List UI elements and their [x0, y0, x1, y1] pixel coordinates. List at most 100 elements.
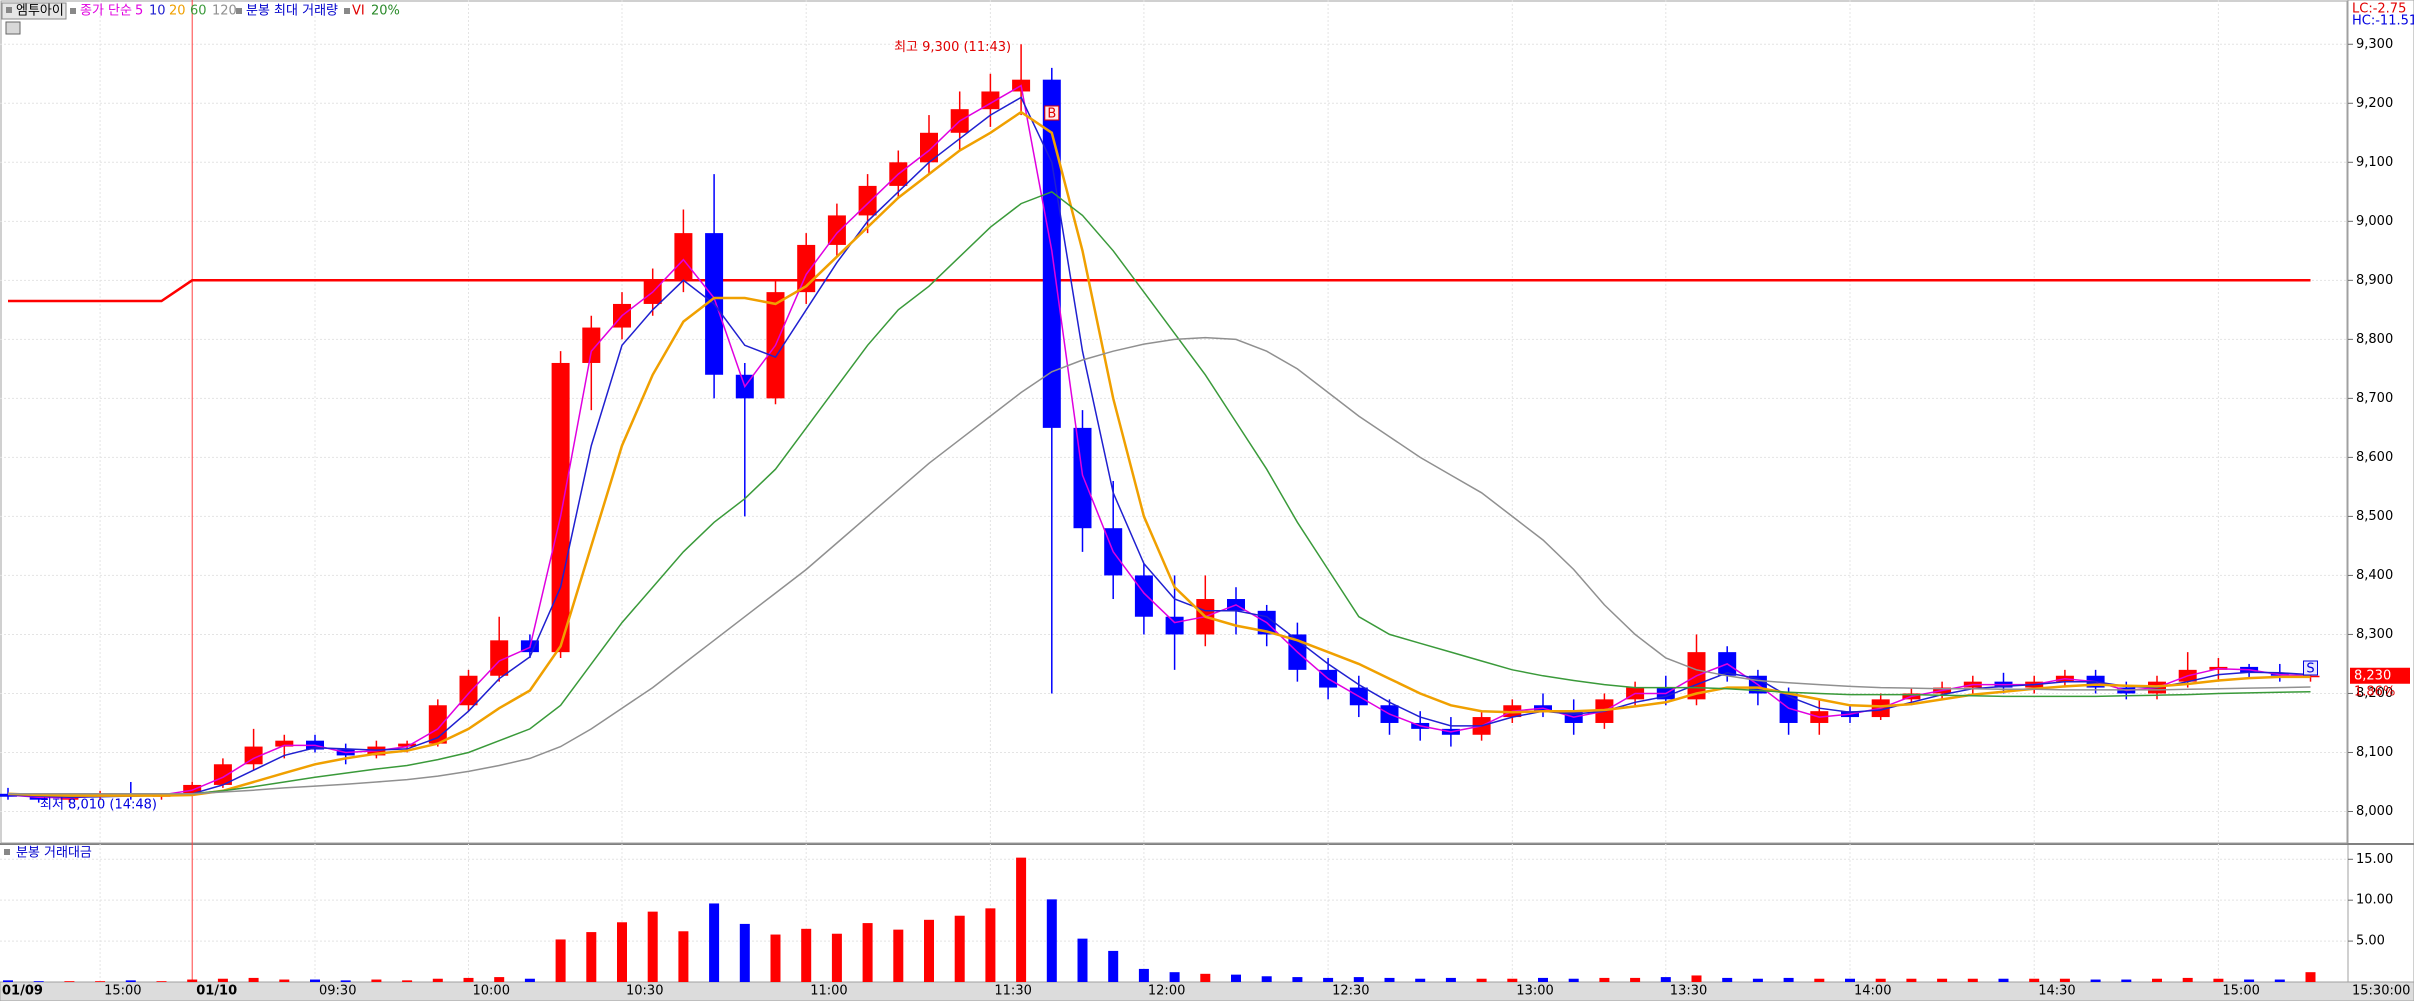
volume-bar — [371, 979, 382, 982]
volume-bar — [279, 979, 290, 982]
candle-body — [920, 132, 938, 163]
volume-bar — [95, 981, 106, 982]
stock-name: 엠투아이 — [16, 4, 64, 19]
volume-bar — [1445, 977, 1456, 982]
legend-entry: 5 — [135, 4, 143, 19]
candle-body — [981, 91, 1000, 110]
volume-bar — [1722, 977, 1733, 982]
volume-bar — [739, 923, 750, 982]
candle-body — [674, 233, 693, 281]
ma-line — [8, 190, 2311, 795]
volume-bar — [1200, 973, 1211, 982]
volume-bar — [1875, 978, 1886, 982]
volume-bar — [1231, 974, 1241, 982]
volume-bar — [709, 903, 720, 982]
volume-bar — [1507, 978, 1518, 982]
candle-body — [827, 215, 846, 245]
volume-bar — [248, 977, 259, 982]
volume-bar — [156, 981, 167, 982]
volume-bar — [2213, 978, 2224, 982]
volume-bar — [1169, 972, 1180, 982]
volume-bar — [1906, 978, 1917, 982]
volume-bar — [2182, 977, 2193, 982]
volume-bar — [187, 979, 198, 982]
y-tick-label: 8,000 — [2356, 804, 2393, 819]
candle-body — [244, 746, 263, 765]
x-tick-label: 13:00 — [1516, 984, 1553, 999]
candle-body — [490, 640, 509, 676]
volume-bar — [494, 977, 505, 982]
candle-body — [551, 362, 570, 653]
volume-bar — [1998, 978, 2009, 982]
volume-bar — [340, 980, 351, 982]
x-tick-label: 12:00 — [1148, 984, 1185, 999]
y-tick-label: 8,100 — [2356, 745, 2393, 760]
x-tick-label: 10:30 — [626, 984, 663, 999]
y-tick-label: 8,800 — [2356, 332, 2393, 347]
title-box — [1, 2, 67, 20]
volume-bar — [924, 919, 934, 982]
x-tick-label: 15:00 — [104, 984, 141, 999]
volume-bar — [2244, 979, 2255, 982]
volume-bar — [2121, 979, 2132, 982]
price-axis-area — [2347, 0, 2414, 1001]
volume-bar — [1016, 857, 1027, 982]
volume-bar — [1415, 978, 1426, 982]
low-annotation: 최저 8,010 (14:48) — [40, 798, 157, 813]
ma-line — [7, 84, 2311, 799]
volume-bar — [985, 908, 996, 982]
x-tick-label: 11:00 — [810, 984, 847, 999]
sell-marker-box — [2303, 660, 2318, 676]
y-tick-label: 8,700 — [2356, 391, 2393, 406]
volume-bar — [402, 980, 413, 982]
volume-bar — [217, 978, 228, 982]
legend-entry: 10 — [149, 4, 166, 19]
x-tick-label: 11:30 — [994, 984, 1031, 999]
y-tick-label: 8,300 — [2356, 627, 2393, 642]
x-tick-label: 14:30 — [2038, 984, 2075, 999]
volume-bar — [1476, 978, 1487, 982]
candle-body — [582, 327, 601, 363]
volume-bar — [1138, 968, 1149, 982]
last-price-box — [2350, 667, 2410, 684]
volume-bar — [2305, 972, 2316, 982]
volume-bar — [33, 981, 44, 982]
y-tick-label: 9,100 — [2356, 155, 2393, 170]
hc-label: HC:-11.51 — [2352, 14, 2414, 29]
volume-bar — [2152, 978, 2162, 982]
candle-body — [1073, 427, 1092, 529]
volume-max-label: 분봉 최대 거래량 — [246, 4, 338, 19]
volume-bar — [954, 915, 965, 982]
x-tick-label: 01/10 — [196, 984, 237, 999]
volume-bar — [64, 981, 75, 982]
candle-body — [858, 185, 877, 216]
legend-icon — [70, 8, 76, 14]
legend-icon — [6, 7, 12, 13]
volume-bar — [1292, 977, 1303, 982]
lc-label: LC:-2.75 — [2352, 2, 2406, 17]
volume-bar — [1814, 978, 1825, 982]
menu-icon[interactable] — [5, 21, 21, 35]
volume-bar — [432, 978, 443, 982]
volume-bar — [1077, 938, 1088, 982]
buy-marker: B — [1047, 107, 1056, 122]
legend-icon — [236, 8, 242, 14]
volume-bar — [555, 939, 566, 982]
volume-bar — [1752, 978, 1763, 982]
volume-bar — [1538, 977, 1548, 982]
volume-bar — [647, 911, 658, 982]
y-tick-label: 10.00 — [2356, 893, 2393, 908]
y-tick-label: 8,500 — [2356, 509, 2393, 524]
change-label: 1.86% — [2354, 684, 2395, 699]
volume-bar — [1046, 899, 1057, 982]
volume-bar — [310, 979, 320, 982]
ma-line — [8, 336, 2311, 795]
volume-bar — [2090, 979, 2101, 982]
volume-bar — [125, 980, 136, 982]
y-tick-label: 8,600 — [2356, 450, 2393, 465]
volume-bar — [1630, 977, 1641, 982]
volume-bar — [1384, 977, 1395, 982]
y-tick-label: 8,400 — [2356, 568, 2393, 583]
